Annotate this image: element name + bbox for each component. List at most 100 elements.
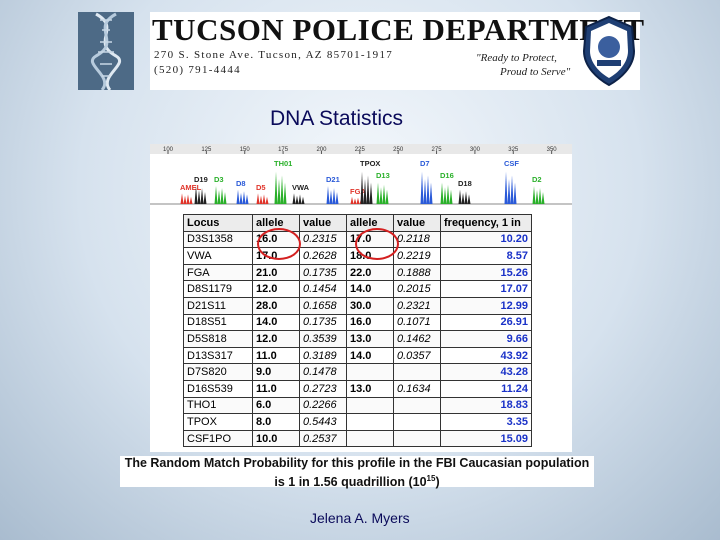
- allele-1-cell: 21.0: [252, 263, 300, 282]
- ruler-tick-label: 200: [316, 147, 327, 153]
- peak-bar: [262, 194, 266, 204]
- peak-csf: CSF: [504, 159, 519, 204]
- peak-bar: [283, 182, 287, 204]
- peak-bar: [376, 182, 380, 204]
- peak-bar: [423, 178, 427, 204]
- peak-bar: [183, 195, 187, 204]
- value-2-cell: 0.1888: [393, 263, 441, 282]
- value-1-cell: 0.3189: [299, 346, 347, 365]
- allele-2-cell: 14.0: [346, 280, 394, 298]
- peak-bar: [541, 192, 545, 204]
- value-2-cell: 0.2219: [393, 247, 441, 265]
- peak-bar: [180, 193, 184, 204]
- value-1-cell: 0.1478: [299, 363, 347, 381]
- allele-2-cell: [346, 413, 394, 431]
- peak-bar: [245, 194, 249, 204]
- peak-fga: FGA: [350, 187, 366, 204]
- peak-label: AMEL: [180, 183, 202, 192]
- peak-bar: [203, 192, 207, 204]
- peak-bar: [504, 171, 508, 204]
- peak-label: D3: [214, 175, 224, 184]
- peak-bar: [443, 187, 447, 204]
- peak-bar: [217, 190, 221, 204]
- peak-label: D8: [236, 179, 246, 188]
- motto-line-2: Proud to Serve": [500, 66, 571, 78]
- frequency-cell: 8.57: [440, 247, 532, 265]
- value-2-cell: 0.1462: [393, 330, 441, 348]
- frequency-cell: 43.28: [440, 363, 532, 381]
- peak-bar: [326, 186, 330, 204]
- allele-1-cell: 14.0: [252, 313, 300, 332]
- column-header-allele-1: allele: [252, 214, 300, 232]
- locus-cell: D3S1358: [183, 230, 253, 249]
- peak-bar: [369, 182, 373, 204]
- peak-bar: [335, 192, 339, 204]
- value-1-cell: 0.2628: [299, 247, 347, 265]
- peak-bar: [538, 188, 542, 204]
- locus-cell: D13S317: [183, 346, 253, 365]
- peak-bar: [467, 194, 471, 204]
- allele-2-cell: [346, 429, 394, 448]
- ruler-tick-label: 100: [163, 147, 174, 153]
- column-header-frequency: frequency, 1 in: [440, 214, 532, 232]
- peak-bar: [189, 196, 193, 204]
- value-1-cell: 0.2315: [299, 230, 347, 249]
- value-2-cell: 0.1634: [393, 379, 441, 398]
- value-2-cell: 0.2118: [393, 230, 441, 249]
- value-1-cell: 0.1658: [299, 296, 347, 315]
- peak-th01: TH01: [274, 159, 292, 204]
- locus-cell: TPOX: [183, 413, 253, 431]
- electropherogram: 100 125 150 175 200 225 250 275 300 325 350 AMEL D1…: [150, 144, 572, 210]
- table-row: THO1 6.0 0.2266 18.83: [183, 396, 532, 415]
- department-phone: (520) 791-4444: [154, 64, 241, 76]
- ruler-tick-label: 350: [547, 147, 558, 153]
- column-header-value-1: value: [299, 214, 347, 232]
- locus-cell: FGA: [183, 263, 253, 282]
- frequency-cell: 11.24: [440, 379, 532, 398]
- frequency-cell: 17.07: [440, 280, 532, 298]
- peak-bar: [382, 184, 386, 204]
- allele-1-cell: 28.0: [252, 296, 300, 315]
- match-probability-caption: The Random Match Probability for this pr…: [120, 456, 594, 490]
- motto-line-1: "Ready to Protect,: [476, 52, 557, 64]
- caption-line-2-text: is 1 in 1.56 quadrillion (10: [274, 475, 427, 490]
- value-1-cell: 0.1454: [299, 280, 347, 298]
- peak-bar: [513, 182, 517, 204]
- value-1-cell: 0.5443: [299, 413, 347, 431]
- locus-cell: VWA: [183, 247, 253, 265]
- peak-bar: [366, 175, 370, 204]
- ruler-tick-label: 325: [508, 147, 519, 153]
- value-2-cell: [393, 363, 441, 381]
- peak-label: D16: [440, 171, 454, 180]
- table-row: D13S317 11.0 0.3189 14.0 0.0357 43.92: [183, 346, 532, 365]
- caption-line-2-end: ): [435, 475, 440, 490]
- value-2-cell: 0.2015: [393, 280, 441, 298]
- department-name: TUCSON POLICE DEPARTMENT: [152, 12, 645, 47]
- peak-d21: D21: [326, 175, 340, 204]
- locus-cell: THO1: [183, 396, 253, 415]
- peak-bar: [292, 193, 296, 204]
- department-address: 270 S. Stone Ave. Tucson, AZ 85701-1917: [154, 49, 394, 61]
- peak-bar: [274, 171, 278, 204]
- column-header-locus: Locus: [183, 214, 253, 232]
- peak-bar: [426, 175, 430, 204]
- peak-bar: [420, 171, 424, 204]
- ruler-tick-label: 150: [240, 147, 251, 153]
- highlight-circle-allele-2: [355, 228, 399, 260]
- author-name: Jelena A. Myers: [310, 510, 410, 526]
- allele-frequency-table: Locus allele value allele value frequenc…: [183, 214, 532, 448]
- table-header-row: Locus allele value allele value frequenc…: [183, 214, 532, 232]
- peak-d3: D3: [214, 175, 227, 204]
- locus-cell: D16S539: [183, 379, 253, 398]
- allele-1-cell: 8.0: [252, 413, 300, 431]
- table-row: D5S818 12.0 0.3539 13.0 0.1462 9.66: [183, 330, 532, 348]
- peak-bar: [350, 196, 354, 204]
- peak-bar: [356, 197, 360, 204]
- peak-label: D19: [194, 175, 208, 184]
- allele-1-cell: 9.0: [252, 363, 300, 381]
- frequency-cell: 18.83: [440, 396, 532, 415]
- peak-d8: D8: [236, 179, 249, 204]
- peak-d16: D16: [440, 171, 454, 204]
- frequency-cell: 15.26: [440, 263, 532, 282]
- peak-bar: [446, 184, 450, 204]
